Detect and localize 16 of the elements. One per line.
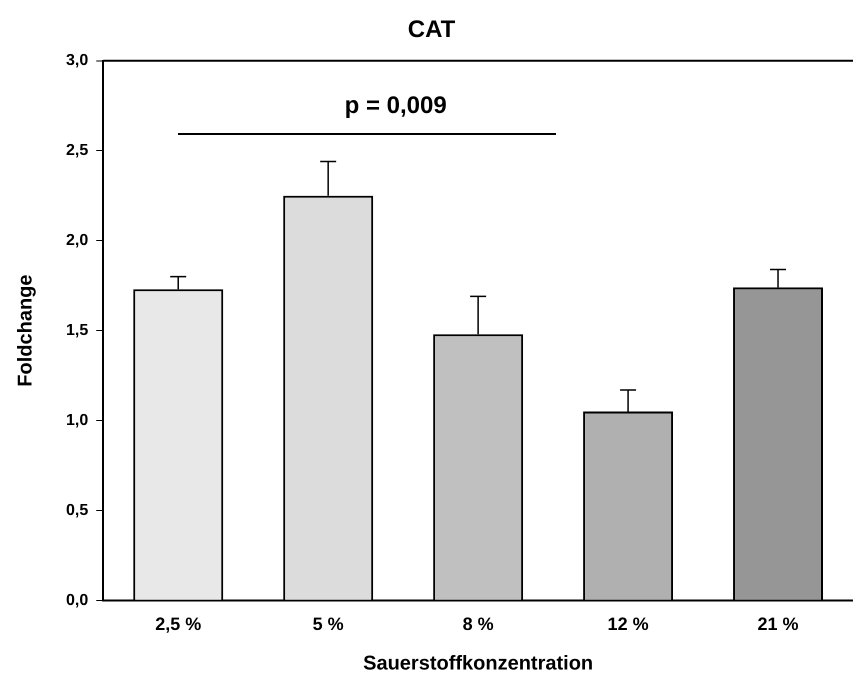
y-tick-label: 1,0 [66,412,88,429]
y-tick-label: 0,0 [66,592,88,609]
annotation: p = 0,009 [344,92,447,119]
x-tick-label: 2,5 % [155,614,202,634]
y-tick-label: 1,5 [66,322,88,340]
x-tick-label: 8 % [462,614,494,634]
chart-title: CAT [408,16,456,44]
y-tick-label: 0,5 [66,502,88,519]
y-tick-label: 2,5 [66,142,88,160]
y-tick-label: 2,0 [66,232,88,250]
x-tick-label: 21 % [758,614,799,634]
x-axis-title: Sauerstoffkonzentration [363,652,594,675]
y-axis-title: Foldchange [14,274,37,387]
x-tick-label: 12 % [608,614,649,634]
y-tick-label: 3,0 [66,52,88,70]
x-tick-label: 5 % [312,614,344,634]
